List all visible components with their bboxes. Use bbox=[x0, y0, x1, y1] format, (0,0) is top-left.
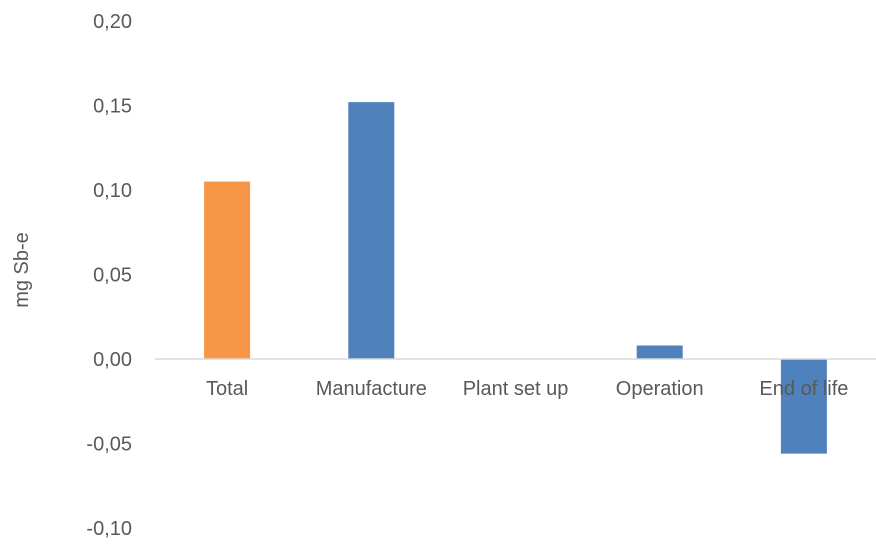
category-label: Operation bbox=[616, 378, 704, 400]
y-tick-label: 0,00 bbox=[93, 349, 132, 371]
category-labels: Total Manufacture Plant set up Operation End… bbox=[206, 378, 848, 400]
y-tick-label: 0,20 bbox=[93, 11, 132, 33]
bars bbox=[204, 102, 827, 454]
y-tick-label: 0,10 bbox=[93, 180, 132, 202]
bar bbox=[348, 102, 394, 359]
y-axis-title: mg Sb-e bbox=[11, 232, 33, 308]
y-tick-label: -0,05 bbox=[86, 434, 132, 456]
category-label: End of life bbox=[759, 378, 848, 400]
bar bbox=[781, 359, 827, 454]
y-tick-label: -0,10 bbox=[86, 518, 132, 540]
bar bbox=[637, 345, 683, 359]
bar bbox=[204, 182, 250, 359]
y-tick-label: 0,05 bbox=[93, 265, 132, 287]
category-label: Manufacture bbox=[316, 378, 427, 400]
category-label: Total bbox=[206, 378, 248, 400]
y-axis-ticks: 0,20 0,15 0,10 0,05 0,00 -0,05 -0,10 bbox=[86, 11, 132, 540]
y-tick-label: 0,15 bbox=[93, 96, 132, 118]
category-label: Plant set up bbox=[463, 378, 569, 400]
